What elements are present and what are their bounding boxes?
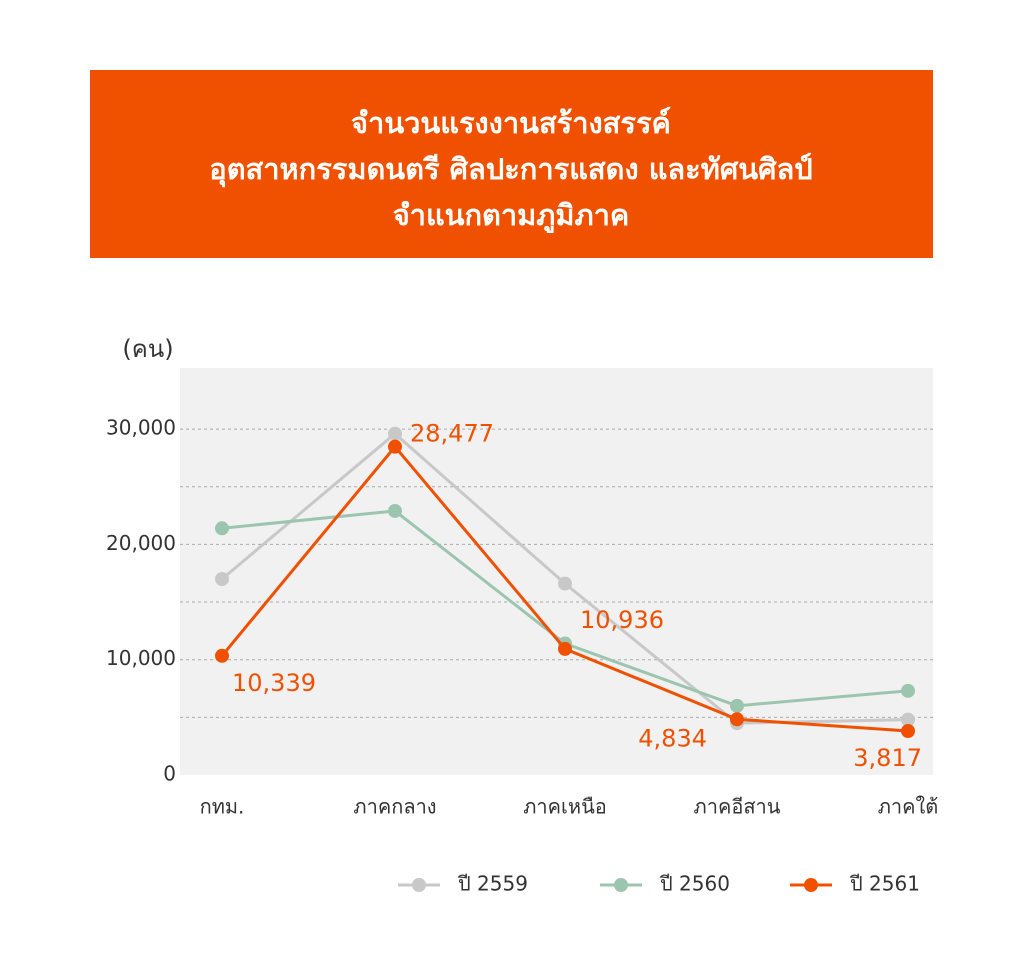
data-label: 10,339: [232, 669, 316, 697]
y-tick-label: 0: [163, 762, 176, 786]
data-point: [388, 439, 402, 454]
data-label: 3,817: [853, 744, 922, 772]
data-point: [215, 521, 229, 536]
legend-marker: [614, 878, 628, 892]
data-point: [730, 698, 744, 713]
chart-title: อุตสาหกรรมดนตรี ศิลปะการแสดง และทัศนศิลป…: [209, 152, 812, 187]
y-axis-label: (คน): [122, 335, 173, 363]
data-label: 28,477: [410, 420, 494, 448]
plot-area: [180, 368, 933, 775]
x-tick-label: ภาคกลาง: [353, 795, 436, 819]
data-point: [558, 576, 572, 591]
data-label: 4,834: [638, 724, 707, 752]
data-point: [388, 426, 402, 441]
data-point: [901, 683, 915, 698]
legend-label: ปี 2560: [660, 872, 730, 896]
data-point: [730, 712, 744, 727]
y-tick-label: 10,000: [106, 646, 176, 670]
data-point: [215, 571, 229, 586]
data-point: [901, 712, 915, 727]
legend-marker: [804, 878, 818, 892]
x-tick-label: กทม.: [200, 795, 245, 819]
data-point: [215, 648, 229, 663]
chart-title: จำแนกตามภูมิภาค: [393, 198, 630, 233]
legend-marker: [412, 878, 426, 892]
title-box: [90, 70, 933, 258]
data-point: [558, 641, 572, 656]
x-tick-label: ภาคใต้: [878, 795, 939, 819]
x-tick-label: ภาคเหนือ: [523, 795, 607, 819]
y-tick-label: 20,000: [106, 531, 176, 555]
data-label: 10,936: [580, 606, 664, 634]
x-tick-label: ภาคอีสาน: [694, 795, 781, 819]
legend-label: ปี 2561: [850, 872, 920, 896]
data-point: [388, 503, 402, 518]
legend-label: ปี 2559: [458, 872, 528, 896]
y-tick-label: 30,000: [106, 416, 176, 440]
data-point: [901, 723, 915, 738]
chart-title: จำนวนแรงงานสร้างสรรค์: [351, 106, 671, 140]
